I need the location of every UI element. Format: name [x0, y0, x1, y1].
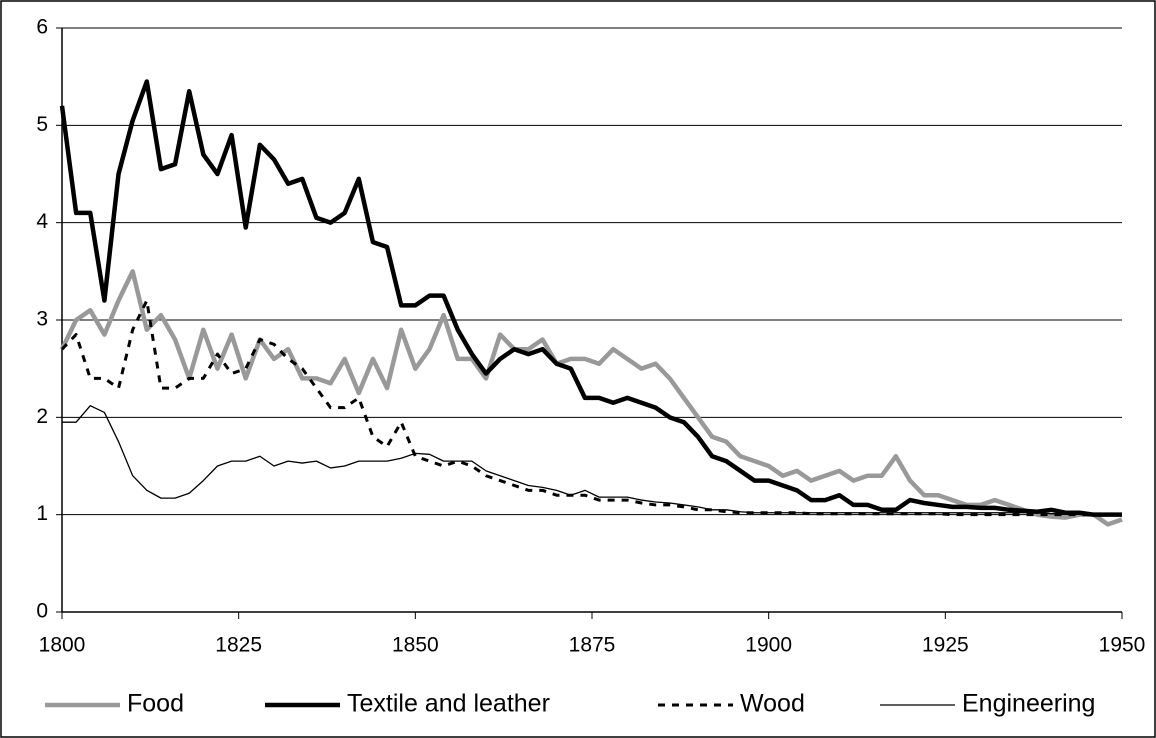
series-line [62, 405, 1122, 515]
y-tick-label: 6 [36, 16, 48, 39]
y-tick-label: 0 [36, 600, 48, 623]
legend-label: Engineering [962, 690, 1095, 718]
y-tick-label: 4 [36, 210, 48, 233]
legend: Food Textile and leather Wood Engineering [45, 690, 1095, 718]
x-tick-label: 1950 [1099, 634, 1146, 657]
series-line [59, 269, 1123, 527]
y-tick-label: 2 [36, 405, 48, 428]
legend-label: Textile and leather [347, 690, 550, 718]
x-tick-label: 1825 [215, 634, 262, 657]
x-tick-label: 1800 [39, 634, 86, 657]
x-tick-label: 1875 [569, 634, 616, 657]
series-line [59, 79, 1122, 517]
series-line [60, 299, 1122, 517]
x-tick-label: 1925 [922, 634, 969, 657]
x-tick-label: 1850 [392, 634, 439, 657]
legend-label: Wood [740, 690, 805, 718]
y-tick-label: 3 [36, 308, 48, 331]
y-tick-label: 1 [36, 502, 48, 525]
legend-label: Food [127, 690, 184, 718]
x-tick-label: 1900 [745, 634, 792, 657]
y-tick-label: 5 [36, 113, 48, 136]
